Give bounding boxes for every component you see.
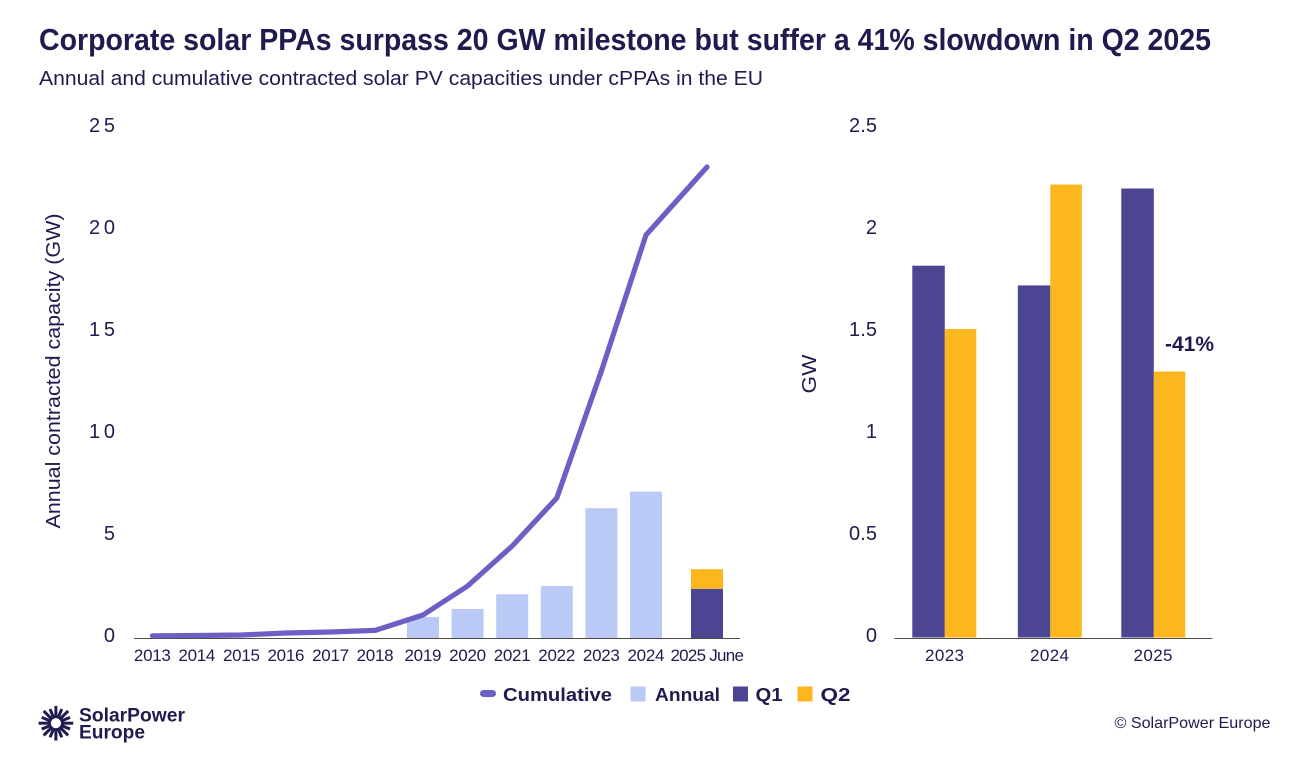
svg-text:Annual and cumulative contract: Annual and cumulative contracted solar P… [39,68,763,90]
svg-text:2014: 2014 [178,646,215,665]
svg-text:Q2: Q2 [821,685,851,705]
svg-text:2023: 2023 [583,646,620,665]
svg-text:2: 2 [866,217,877,239]
svg-text:SolarPower: SolarPower [79,706,186,727]
svg-text:2018: 2018 [357,646,394,665]
svg-text:2023: 2023 [925,646,964,665]
svg-text:2024: 2024 [1030,646,1069,665]
svg-text:5: 5 [104,523,115,545]
svg-text:1: 1 [866,421,877,443]
svg-text:Corporate solar PPAs surpass 2: Corporate solar PPAs surpass 20 GW miles… [39,22,1211,57]
svg-text:0.5: 0.5 [849,523,877,545]
svg-text:2021: 2021 [494,646,531,665]
svg-text:GW: GW [799,354,821,393]
svg-text:2025: 2025 [1134,646,1173,665]
svg-text:© SolarPower Europe: © SolarPower Europe [1115,715,1271,732]
svg-text:Cumulative: Cumulative [503,685,612,705]
svg-text:2025 June: 2025 June [670,646,744,665]
svg-text:0: 0 [104,625,115,647]
svg-text:2.5: 2.5 [849,115,877,137]
svg-text:2013: 2013 [134,646,171,665]
svg-text:2017: 2017 [312,646,349,665]
svg-text:2024: 2024 [628,646,665,665]
svg-text:1.5: 1.5 [849,319,877,341]
svg-text:2022: 2022 [538,646,575,665]
svg-text:Europe: Europe [79,723,145,744]
svg-text:Annual: Annual [655,685,720,705]
svg-text:0: 0 [866,625,877,647]
svg-text:2020: 2020 [449,646,486,665]
svg-text:2016: 2016 [268,646,305,665]
svg-text:Annual contracted capacity (GW: Annual contracted capacity (GW) [43,214,65,529]
svg-text:Q1: Q1 [756,685,783,705]
svg-text:2019: 2019 [405,646,442,665]
svg-text:2015: 2015 [223,646,260,665]
svg-text:-41%: -41% [1165,333,1214,356]
